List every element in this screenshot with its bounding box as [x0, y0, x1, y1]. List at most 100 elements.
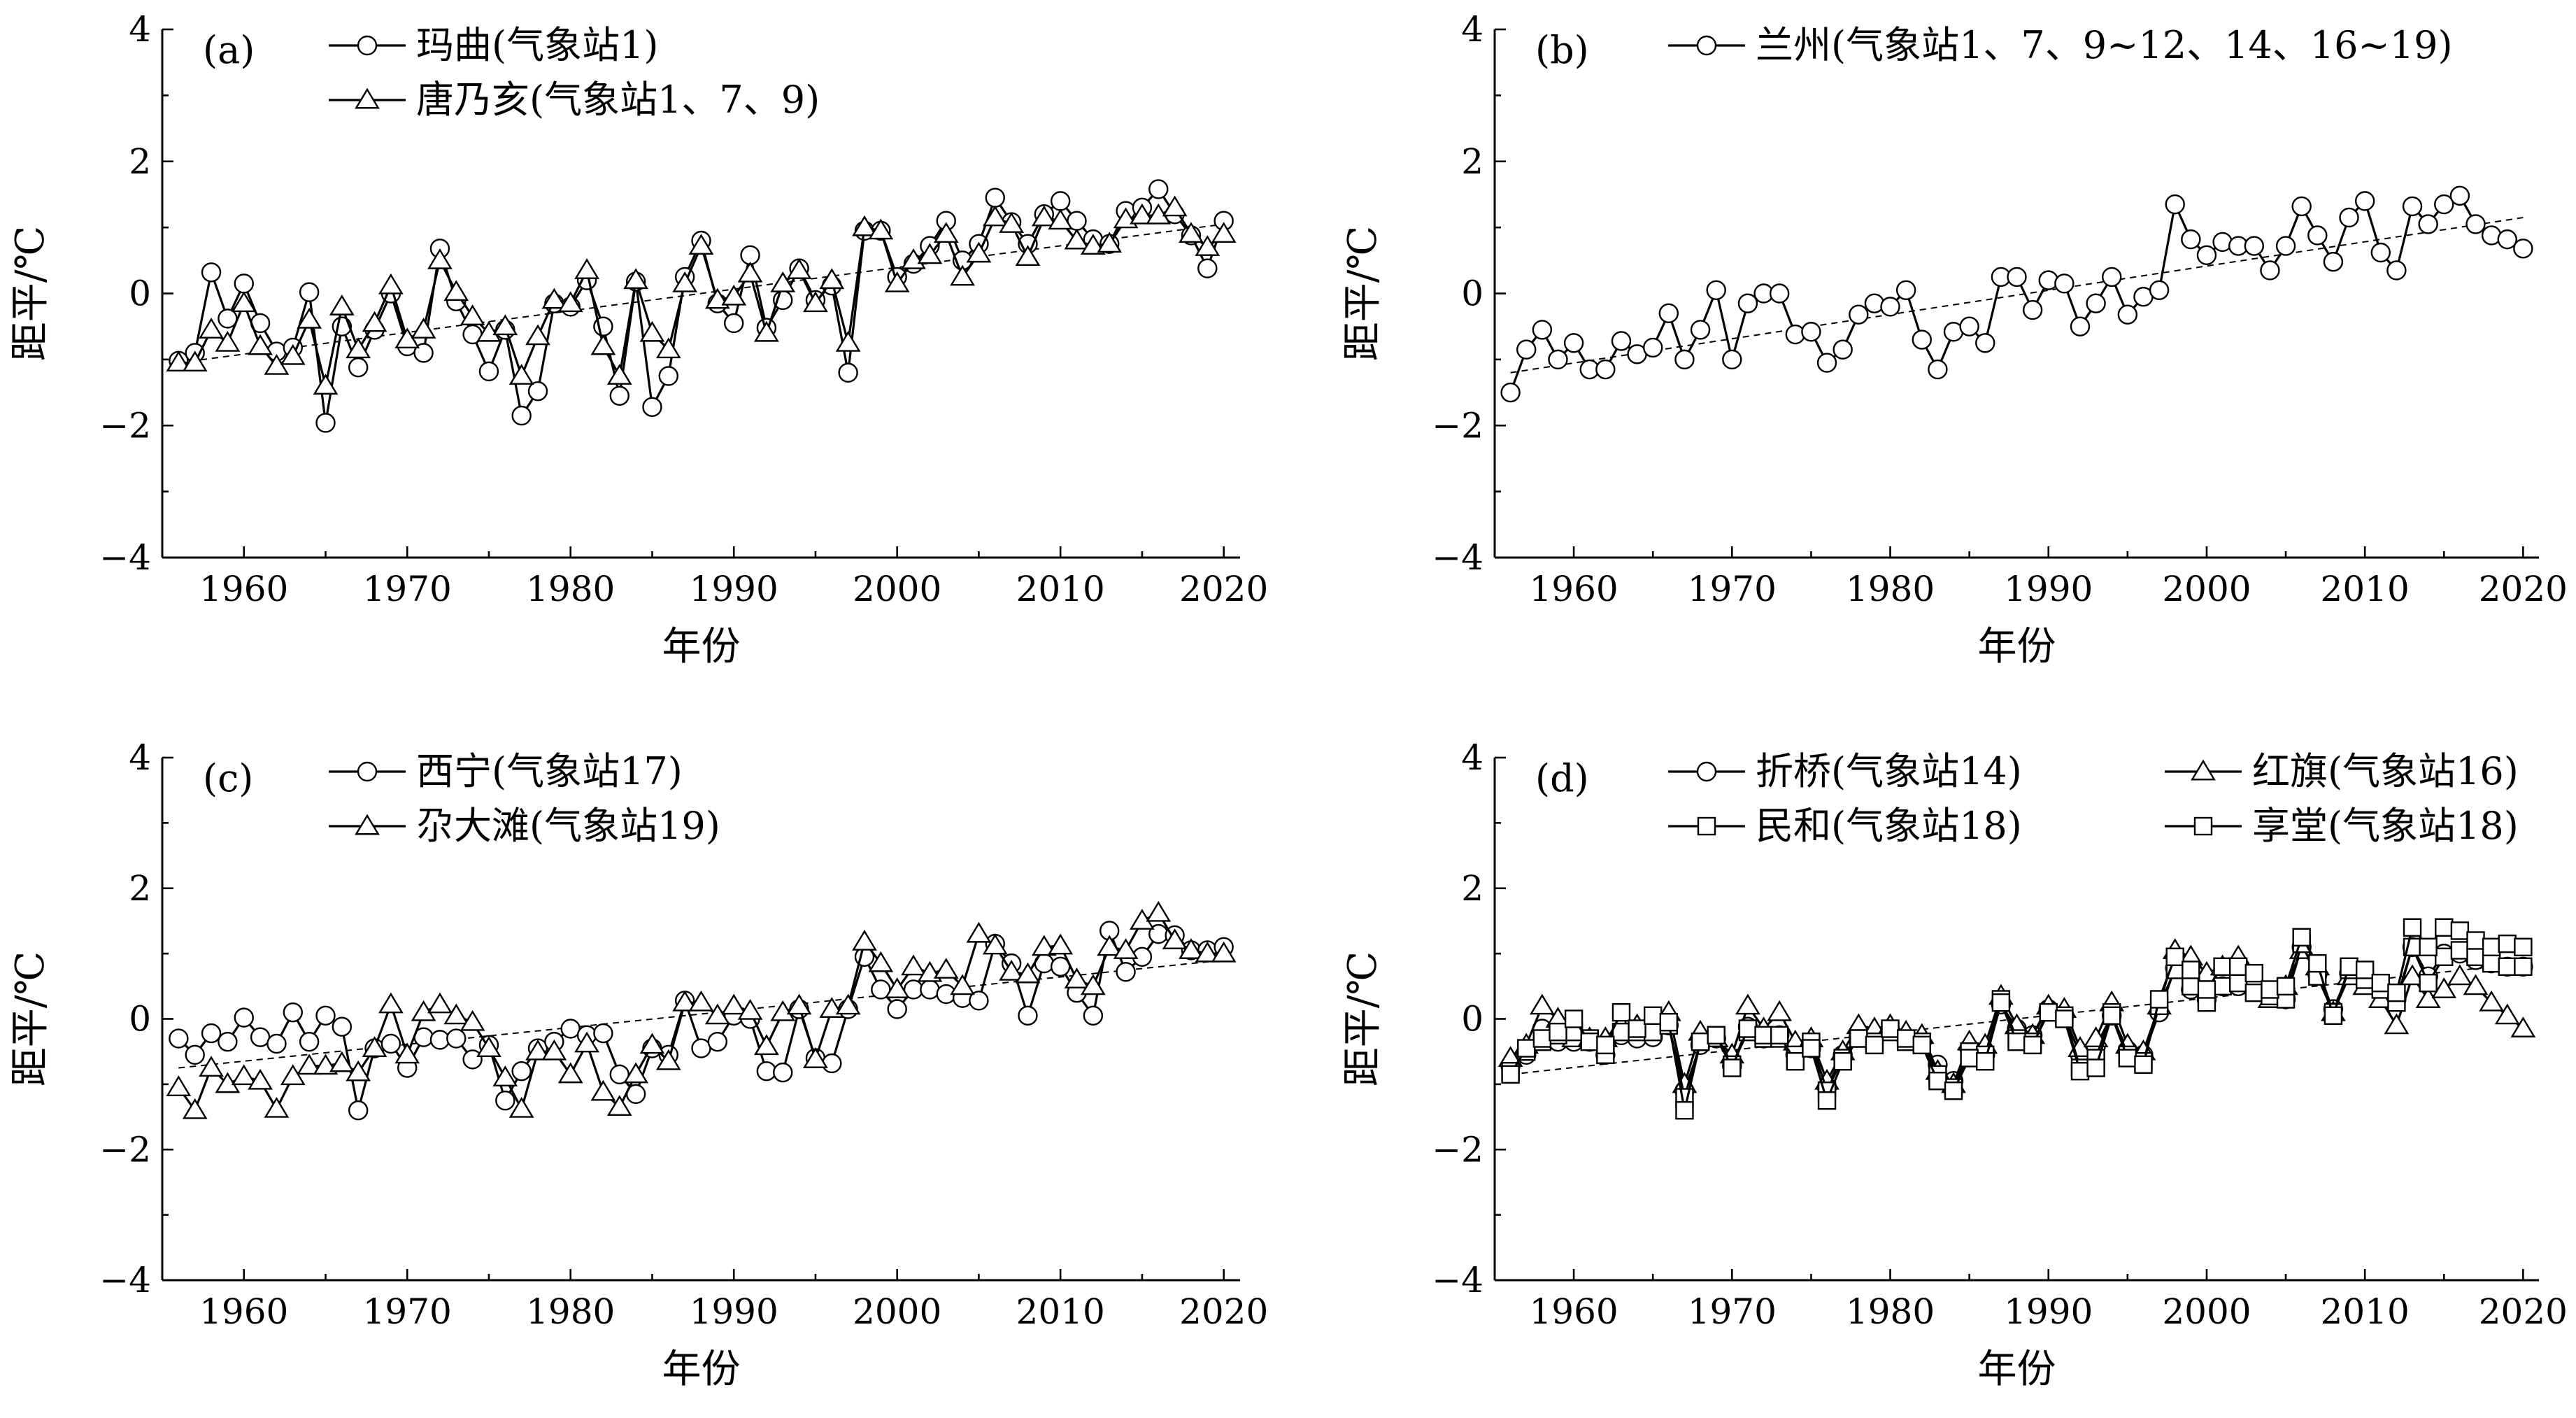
circle-marker — [1116, 962, 1136, 982]
square-marker — [2276, 977, 2296, 996]
circle-marker — [2402, 196, 2423, 217]
square-marker — [2023, 1035, 2042, 1055]
legend-marker-icon — [357, 35, 378, 56]
circle-marker — [234, 1007, 254, 1028]
circle-marker — [1148, 179, 1169, 199]
triangle-marker — [1130, 203, 1155, 225]
square-marker — [1817, 1091, 1837, 1110]
triangle-marker — [1162, 195, 1188, 217]
triangle-marker — [590, 334, 616, 355]
square-marker — [1723, 1058, 1742, 1077]
square-marker — [2498, 934, 2517, 953]
circle-marker — [2022, 299, 2043, 320]
square-marker — [2308, 953, 2327, 973]
triangle-marker — [1146, 900, 1172, 922]
legend-entry: 民和(气象站18) — [1668, 804, 2022, 848]
triangle-marker — [508, 1097, 534, 1118]
square-marker — [1786, 1051, 1805, 1071]
square-marker — [1991, 993, 2011, 1012]
y-axis-title: 距平/℃ — [8, 951, 53, 1087]
y-tick-label: −2 — [99, 1129, 151, 1170]
circle-marker — [2497, 229, 2517, 250]
x-tick-label: 2010 — [2321, 569, 2410, 609]
square-marker — [2228, 957, 2248, 977]
triangle-marker — [966, 241, 992, 263]
circle-marker — [1595, 359, 1616, 380]
circle-marker — [2086, 293, 2106, 313]
legend-entry: 尕大滩(气象站19) — [329, 804, 720, 848]
circle-marker — [266, 1033, 287, 1054]
triangle-marker — [362, 1036, 387, 1057]
circle-marker — [887, 999, 907, 1019]
triangle-marker — [933, 958, 959, 979]
square-marker — [2466, 947, 2485, 966]
square-marker — [2118, 1049, 2137, 1068]
triangle-marker — [1015, 962, 1041, 984]
square-marker — [1881, 1019, 1900, 1038]
circle-marker — [691, 1038, 711, 1058]
circle-marker — [462, 1049, 483, 1070]
triangle-marker — [655, 1049, 681, 1070]
circle-marker — [332, 1016, 353, 1037]
triangle-marker — [737, 998, 763, 1020]
x-tick-label: 2000 — [853, 569, 941, 609]
x-tick-label: 2010 — [2321, 1291, 2410, 1332]
circle-marker — [315, 1005, 336, 1026]
y-tick-label: −4 — [99, 537, 151, 578]
axes: −4 −2 0 2 4 1960 1970 1980 1990 2000 2010 2020 — [1432, 737, 2568, 1332]
square-marker — [2197, 980, 2216, 999]
triangle-marker — [623, 268, 648, 290]
legend-marker-icon — [2191, 759, 2216, 781]
series-layer — [1497, 918, 2536, 1120]
square-marker — [1976, 1051, 1995, 1071]
triangle-marker — [231, 291, 257, 313]
triangle-marker — [950, 974, 975, 995]
y-tick-label: −2 — [1432, 1129, 1483, 1170]
x-axis-title: 年份 — [662, 1347, 741, 1392]
circle-marker — [511, 405, 532, 426]
circle-marker — [2386, 260, 2407, 281]
x-tick-label: 1960 — [1529, 1291, 1618, 1332]
square-marker — [2244, 963, 2264, 983]
square-marker — [1611, 1002, 1631, 1022]
circle-marker — [1816, 353, 1837, 373]
triangle-marker — [525, 324, 550, 346]
y-tick-label: −2 — [1432, 405, 1483, 446]
circle-marker — [511, 1061, 532, 1082]
triangle-marker — [1048, 933, 1074, 955]
trend-line — [178, 959, 1224, 1069]
circle-marker — [1050, 191, 1071, 211]
triangle-marker — [280, 343, 306, 365]
x-tick-label: 1990 — [690, 1291, 778, 1332]
triangle-marker — [606, 364, 632, 385]
triangle-marker — [313, 1054, 339, 1075]
triangle-marker — [1097, 232, 1123, 253]
triangle-marker — [1162, 928, 1188, 949]
circle-marker — [1674, 349, 1695, 370]
legend: 折桥(气象站14) 红旗(气象站16) 民和(气象站18) 享堂(气象站18) — [1668, 749, 2519, 848]
triangle-marker — [803, 1047, 828, 1068]
circle-marker — [2244, 236, 2265, 256]
y-tick-label: 0 — [1461, 274, 1483, 314]
square-marker — [2182, 960, 2200, 979]
triangle-marker — [933, 222, 959, 243]
circle-marker — [1864, 293, 1885, 313]
circle-marker — [2418, 214, 2438, 234]
legend-marker-icon — [1697, 816, 1716, 836]
legend-marker-icon — [1696, 761, 1717, 782]
triangle-marker — [770, 1000, 796, 1021]
circle-marker — [1849, 304, 1869, 325]
triangle-marker — [215, 330, 241, 352]
triangle-marker — [199, 1056, 224, 1077]
axes: −4 −2 0 2 4 1960 1970 1980 1990 2000 2010 2020 — [1432, 9, 2568, 609]
triangle-marker — [378, 992, 404, 1014]
square-marker — [2466, 931, 2485, 950]
triangle-marker — [525, 1039, 550, 1061]
x-tick-label: 1960 — [199, 569, 288, 609]
triangle-marker — [476, 320, 501, 342]
square-marker — [2228, 973, 2248, 993]
square-marker — [2482, 937, 2501, 956]
x-axis-title: 年份 — [662, 624, 741, 669]
